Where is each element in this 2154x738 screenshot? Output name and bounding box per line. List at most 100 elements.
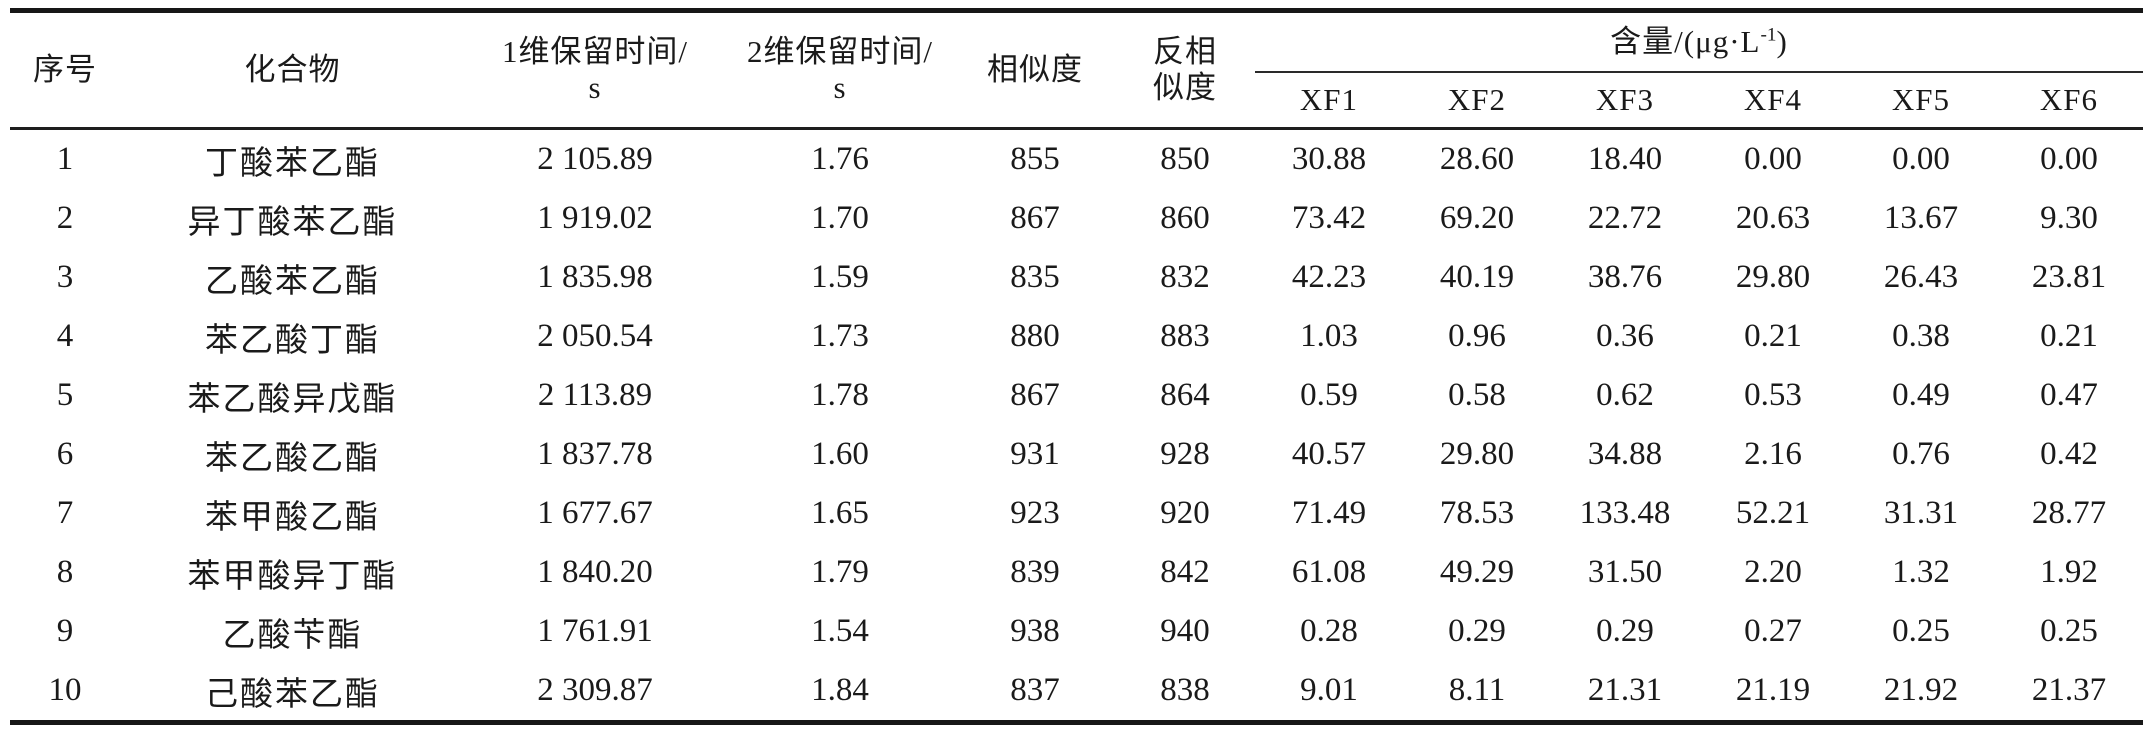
cell-reverse-similarity: 920 (1160, 495, 1210, 531)
cell-xf6: 0.21 (2040, 318, 2098, 354)
cell-reverse-similarity: 940 (1160, 613, 1210, 649)
cell-reverse-similarity: 860 (1160, 200, 1210, 236)
cell-index: 10 (48, 672, 82, 708)
cell-xf2: 0.96 (1448, 318, 1506, 354)
cell-index: 1 (56, 141, 74, 177)
header-rt2: 2维保留时间/ s (725, 10, 955, 130)
cell-reverse-similarity: 838 (1160, 672, 1210, 708)
header-sample-xf6: XF6 (1995, 72, 2143, 130)
cell-rt2: 1.54 (811, 613, 869, 649)
cell-xf6: 23.81 (2031, 259, 2107, 295)
cell-xf4: 20.63 (1735, 200, 1811, 236)
cell-rt1: 1 677.67 (537, 495, 653, 531)
cell-xf3: 0.36 (1596, 318, 1654, 354)
cell-rt1: 2 309.87 (537, 672, 653, 708)
header-sample-xf3: XF3 (1551, 72, 1699, 130)
cell-xf5: 31.31 (1883, 495, 1959, 531)
cell-rt2: 1.73 (811, 318, 869, 354)
content-unit-suffix: ) (1776, 24, 1788, 60)
cell-similarity: 839 (1010, 554, 1060, 590)
cell-compound: 乙酸苯乙酯 (205, 263, 380, 300)
cell-xf1: 73.42 (1291, 200, 1367, 236)
cell-xf6: 0.42 (2040, 436, 2098, 472)
content-unit-prefix: 含量/(μg·L (1610, 24, 1761, 60)
cell-xf6: 0.00 (2040, 141, 2098, 177)
compound-table: 序号 化合物 1维保留时间/ s 2维保留时间/ s 相似度 反相 似度 含量/… (10, 8, 2143, 725)
cell-xf3: 34.88 (1587, 436, 1663, 472)
cell-xf2: 78.53 (1439, 495, 1515, 531)
cell-xf1: 30.88 (1291, 141, 1367, 177)
cell-xf5: 0.49 (1892, 377, 1950, 413)
cell-xf3: 18.40 (1587, 141, 1663, 177)
cell-xf4: 29.80 (1735, 259, 1811, 295)
header-sample-xf4: XF4 (1699, 72, 1847, 130)
cell-similarity: 923 (1010, 495, 1060, 531)
cell-rt1: 1 919.02 (537, 200, 653, 236)
cell-rt2: 1.79 (811, 554, 869, 590)
cell-xf3: 0.62 (1596, 377, 1654, 413)
cell-index: 8 (56, 554, 74, 590)
cell-index: 4 (56, 318, 74, 354)
cell-xf4: 0.53 (1744, 377, 1802, 413)
cell-index: 3 (56, 259, 74, 295)
cell-xf3: 0.29 (1596, 613, 1654, 649)
header-sample-xf5: XF5 (1847, 72, 1995, 130)
cell-xf2: 49.29 (1439, 554, 1515, 590)
header-similarity: 相似度 (955, 10, 1115, 130)
cell-xf4: 2.20 (1744, 554, 1802, 590)
table-row: 9 乙酸苄酯 1 761.91 1.54 938 940 0.28 0.29 0.29 0.27 0… (10, 602, 2143, 661)
cell-xf3: 133.48 (1579, 495, 1671, 531)
cell-xf4: 0.27 (1744, 613, 1802, 649)
table-row: 2 异丁酸苯乙酯 1 919.02 1.70 867 860 73.42 69.20 22.72… (10, 189, 2143, 248)
table-row: 3 乙酸苯乙酯 1 835.98 1.59 835 832 42.23 40.19 38.76 2… (10, 248, 2143, 307)
cell-xf1: 1.03 (1300, 318, 1358, 354)
cell-xf4: 21.19 (1735, 672, 1811, 708)
cell-xf5: 26.43 (1883, 259, 1959, 295)
cell-compound: 己酸苯乙酯 (205, 676, 380, 713)
cell-similarity: 931 (1010, 436, 1060, 472)
cell-xf6: 9.30 (2040, 200, 2098, 236)
cell-xf5: 13.67 (1883, 200, 1959, 236)
cell-xf4: 2.16 (1744, 436, 1802, 472)
cell-similarity: 855 (1010, 141, 1060, 177)
table-row: 1 丁酸苯乙酯 2 105.89 1.76 855 850 30.88 28.60 18.40 0… (10, 129, 2143, 190)
cell-index: 5 (56, 377, 74, 413)
cell-xf3: 31.50 (1587, 554, 1663, 590)
cell-xf5: 0.76 (1892, 436, 1950, 472)
header-compound: 化合物 (120, 10, 465, 130)
cell-rt2: 1.59 (811, 259, 869, 295)
table-row: 7 苯甲酸乙酯 1 677.67 1.65 923 920 71.49 78.53 133.48… (10, 484, 2143, 543)
table-row: 10 己酸苯乙酯 2 309.87 1.84 837 838 9.01 8.11 21.31 21… (10, 661, 2143, 723)
cell-xf5: 21.92 (1883, 672, 1959, 708)
cell-rt2: 1.76 (811, 141, 869, 177)
cell-xf5: 0.00 (1892, 141, 1950, 177)
cell-rt1: 1 835.98 (537, 259, 653, 295)
cell-index: 7 (56, 495, 74, 531)
cell-xf3: 38.76 (1587, 259, 1663, 295)
cell-xf1: 9.01 (1300, 672, 1358, 708)
header-sample-xf2: XF2 (1403, 72, 1551, 130)
cell-similarity: 835 (1010, 259, 1060, 295)
cell-rt1: 2 050.54 (537, 318, 653, 354)
table-row: 6 苯乙酸乙酯 1 837.78 1.60 931 928 40.57 29.80 34.88 2… (10, 425, 2143, 484)
cell-xf1: 0.59 (1300, 377, 1358, 413)
cell-xf1: 0.28 (1300, 613, 1358, 649)
cell-index: 2 (56, 200, 74, 236)
cell-reverse-similarity: 832 (1160, 259, 1210, 295)
cell-rt2: 1.65 (811, 495, 869, 531)
cell-compound: 苯甲酸异丁酯 (187, 558, 398, 595)
cell-rt1: 1 840.20 (537, 554, 653, 590)
cell-compound: 苯乙酸丁酯 (205, 322, 380, 359)
table-row: 4 苯乙酸丁酯 2 050.54 1.73 880 883 1.03 0.96 0.36 0.21… (10, 307, 2143, 366)
cell-xf1: 42.23 (1291, 259, 1367, 295)
cell-xf2: 29.80 (1439, 436, 1515, 472)
cell-xf1: 61.08 (1291, 554, 1367, 590)
cell-rt2: 1.70 (811, 200, 869, 236)
cell-xf6: 28.77 (2031, 495, 2107, 531)
cell-xf5: 0.38 (1892, 318, 1950, 354)
cell-xf5: 0.25 (1892, 613, 1950, 649)
cell-similarity: 867 (1010, 200, 1060, 236)
cell-reverse-similarity: 842 (1160, 554, 1210, 590)
cell-compound: 异丁酸苯乙酯 (187, 204, 398, 241)
